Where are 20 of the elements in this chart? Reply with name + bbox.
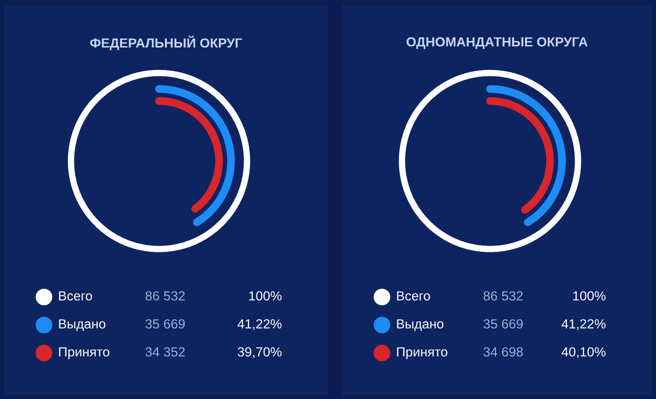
data-label: 39,70% bbox=[238, 347, 282, 358]
data-label: 35 669 bbox=[484, 319, 523, 329]
data-label: 34 698 bbox=[484, 347, 523, 357]
data-label: 100% bbox=[249, 291, 282, 301]
data-label: 35 669 bbox=[146, 319, 185, 329]
data-label: 41,22% bbox=[238, 319, 282, 330]
data-label: 86 532 bbox=[484, 291, 523, 301]
text: ОДНОМАНДАТНЫЕ ОКРУГА bbox=[406, 37, 588, 50]
category-label: Всего bbox=[59, 291, 92, 301]
data-label: 86 532 bbox=[146, 291, 185, 301]
text: ФЕДЕРАЛЬНЫЙ ОКРУГ bbox=[90, 36, 242, 50]
category-label: Принято bbox=[397, 347, 448, 360]
category-label: Выдано bbox=[397, 319, 444, 332]
category-label: Выдано bbox=[59, 319, 106, 332]
category-label: Принято bbox=[59, 347, 110, 360]
category-label: Всего bbox=[397, 291, 430, 301]
data-label: 100% bbox=[573, 291, 606, 301]
data-label: 40,10% bbox=[562, 347, 606, 358]
data-label: 41,22% bbox=[562, 319, 606, 330]
data-label: 34 352 bbox=[146, 347, 185, 357]
